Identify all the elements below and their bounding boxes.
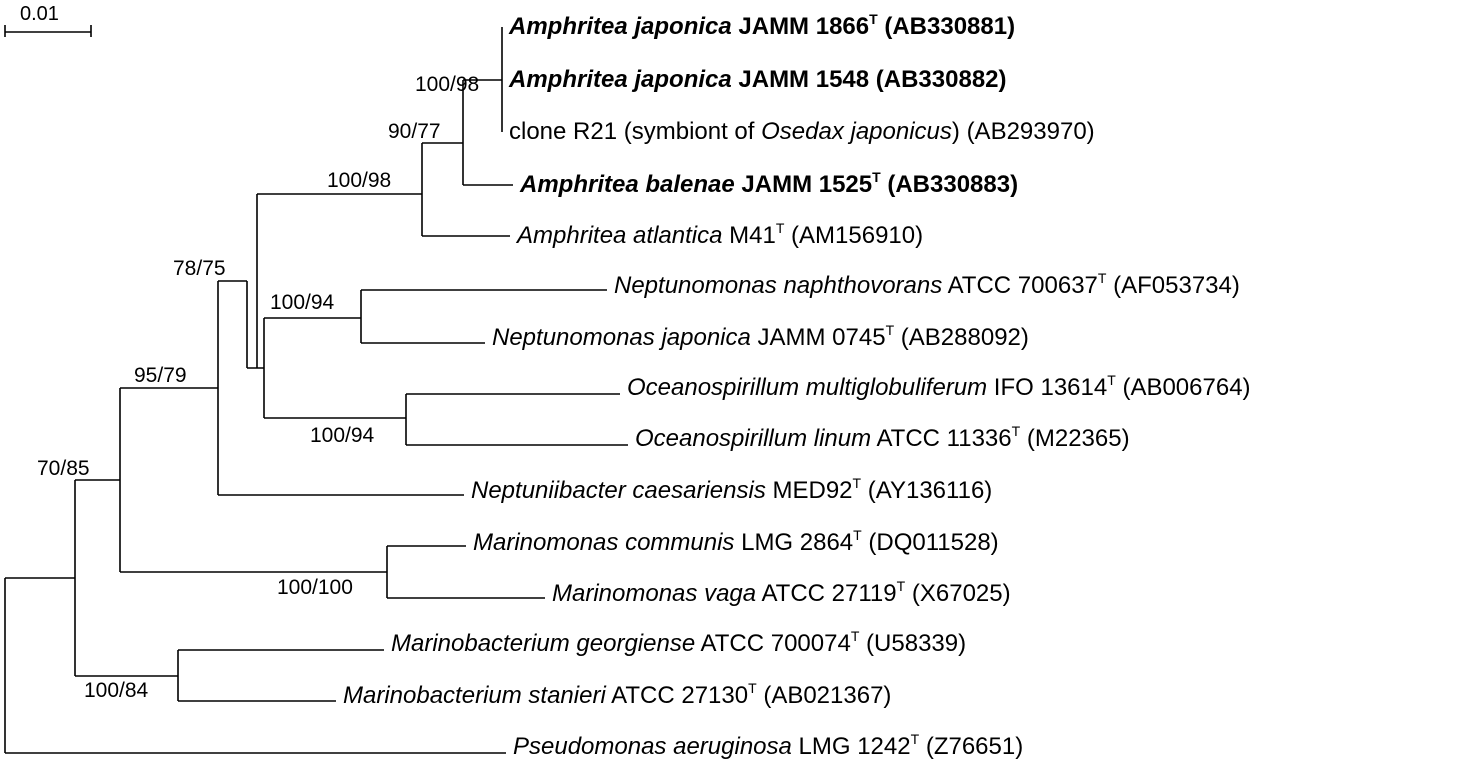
- taxon-label-njap: Neptunomonas japonica JAMM 0745T (AB2880…: [492, 322, 1029, 351]
- bootstrap-value: 100/98: [327, 169, 392, 192]
- bootstrap-value: 90/77: [388, 120, 441, 143]
- taxon-label-ab1525: Amphritea balenae JAMM 1525T (AB330883): [520, 169, 1019, 198]
- taxon-label-mcom: Marinomonas communis LMG 2864T (DQ011528…: [473, 527, 999, 556]
- taxon-species-name: Amphritea atlantica: [517, 222, 723, 249]
- bootstrap-value: 100/98: [415, 73, 480, 96]
- taxon-label-msta: Marinobacterium stanieri ATCC 27130T (AB…: [343, 680, 892, 709]
- taxon-label-mvag: Marinomonas vaga ATCC 27119T (X67025): [552, 578, 1011, 607]
- bootstrap-value: 95/79: [134, 364, 187, 387]
- taxon-species-name: Marinobacterium stanieri: [343, 682, 606, 709]
- taxon-species-name: Amphritea japonica: [509, 66, 732, 93]
- host-species-name: Osedax japonicus: [761, 118, 952, 145]
- taxon-species-name: Pseudomonas aeruginosa: [513, 733, 792, 760]
- type-strain-mark: T: [1107, 372, 1116, 388]
- type-strain-mark: T: [896, 578, 906, 594]
- taxon-label-aatl: Amphritea atlantica M41T (AM156910): [517, 220, 924, 249]
- type-strain-mark: T: [869, 11, 878, 27]
- taxon-label-olin: Oceanospirillum linum ATCC 11336T (M2236…: [635, 423, 1130, 452]
- type-strain-mark: T: [748, 680, 757, 696]
- bootstrap-value: 100/100: [277, 576, 353, 599]
- taxon-label-ncae: Neptuniibacter caesariensis MED92T (AY13…: [471, 475, 993, 504]
- taxon-label-aj1866: Amphritea japonica JAMM 1866T (AB330881): [509, 11, 1016, 40]
- bootstrap-value: 100/94: [270, 291, 335, 314]
- type-strain-mark: T: [775, 220, 785, 236]
- type-strain-mark: T: [853, 527, 862, 543]
- taxon-species-name: Marinobacterium georgiense: [391, 630, 696, 657]
- taxon-label-aj1548: Amphritea japonica JAMM 1548 (AB330882): [509, 66, 1007, 93]
- type-strain-mark: T: [852, 475, 862, 491]
- type-strain-mark: T: [910, 731, 920, 747]
- taxon-species-name: Amphritea balenae: [520, 171, 735, 198]
- taxon-species-name: Marinomonas vaga: [552, 580, 757, 607]
- taxon-species-name: Oceanospirillum linum: [635, 425, 872, 452]
- scale-bar-label: 0.01: [20, 3, 59, 25]
- scale-bar: [4, 25, 92, 37]
- bootstrap-value: 100/94: [310, 424, 375, 447]
- taxon-label-r21: clone R21 (symbiont of Osedax japonicus)…: [509, 118, 1095, 145]
- taxon-label-paer: Pseudomonas aeruginosa LMG 1242T (Z76651…: [513, 731, 1024, 760]
- taxon-species-name: Neptunomonas japonica: [492, 324, 751, 351]
- type-strain-mark: T: [1011, 423, 1021, 439]
- type-strain-mark: T: [850, 628, 860, 644]
- taxon-species-name: Neptunomonas naphthovorans: [614, 272, 943, 299]
- bootstrap-value: 78/75: [173, 257, 226, 280]
- taxon-species-name: Amphritea japonica: [509, 13, 732, 40]
- bootstrap-value: 70/85: [37, 457, 90, 480]
- taxon-species-name: Oceanospirillum multiglobuliferum: [627, 374, 988, 401]
- type-strain-mark: T: [872, 169, 881, 185]
- taxon-species-name: Marinomonas communis: [473, 529, 735, 556]
- taxon-species-name: Neptuniibacter caesariensis: [471, 477, 766, 504]
- bootstrap-value: 100/84: [84, 679, 149, 702]
- type-strain-mark: T: [885, 322, 895, 338]
- taxon-label-omul: Oceanospirillum multiglobuliferum IFO 13…: [627, 372, 1251, 401]
- taxon-label-mgeo: Marinobacterium georgiense ATCC 700074T …: [391, 628, 967, 657]
- taxon-label-nnaph: Neptunomonas naphthovorans ATCC 700637T …: [614, 270, 1240, 299]
- type-strain-mark: T: [1097, 270, 1107, 286]
